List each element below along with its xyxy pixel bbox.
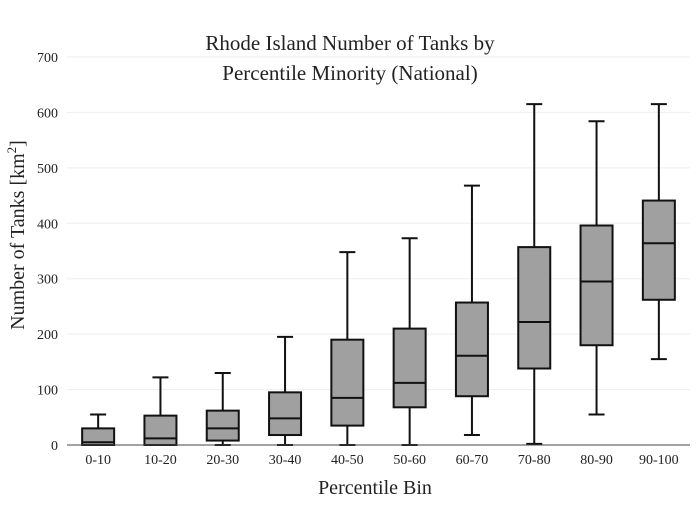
x-axis-title: Percentile Bin [318, 477, 432, 499]
x-tick-label: 20-30 [206, 453, 239, 468]
y-tick-label: 500 [37, 162, 58, 177]
y-axis-title-superscript: 2 [4, 147, 19, 154]
box-plot-item [330, 251, 365, 446]
iqr-box [579, 224, 614, 347]
iqr-box [641, 199, 676, 301]
gridlines [67, 56, 690, 391]
iqr-box [268, 391, 303, 437]
y-axis-title-main: Number of Tanks [km [7, 153, 29, 330]
box-plot-item [205, 371, 240, 446]
x-tick-label: 80-90 [580, 453, 613, 468]
x-tick-label: 30-40 [269, 453, 302, 468]
iqr-box [517, 246, 552, 370]
y-tick-label: 300 [37, 273, 58, 288]
box-plot-item [579, 120, 614, 416]
y-axis-title-end: ] [7, 140, 29, 147]
box-plot-item [454, 184, 489, 437]
chart-title-line-1: Rhode Island Number of Tanks by [205, 31, 495, 55]
y-tick-label: 200 [37, 328, 58, 343]
x-tick-label: 40-50 [331, 453, 364, 468]
chart-title-line-2: Percentile Minority (National) [222, 61, 477, 85]
iqr-box [454, 301, 489, 398]
y-tick-label: 100 [37, 384, 58, 399]
y-tick-label: 400 [37, 217, 58, 232]
iqr-box [392, 327, 427, 409]
y-tick-labels: 0 100 200 300 400 500 600 700 [37, 51, 58, 454]
box-plot-item [392, 237, 427, 446]
y-tick-label: 600 [37, 106, 58, 121]
y-tick-label: 0 [51, 439, 58, 454]
x-tick-label: 90-100 [639, 453, 679, 468]
box-plot-item [81, 413, 116, 446]
x-tick-label: 60-70 [456, 453, 489, 468]
box-plot-item [517, 103, 552, 445]
y-tick-label: 700 [37, 51, 58, 66]
y-axis-title: Number of Tanks [km2] [4, 140, 29, 330]
box-plot-item [641, 103, 676, 361]
box-plot-item [143, 376, 178, 447]
x-tick-label: 50-60 [393, 453, 426, 468]
x-tick-labels: 0-10 10-20 20-30 30-40 40-50 50-60 60-70 70-80 8… [85, 453, 678, 468]
iqr-box [330, 338, 365, 427]
iqr-box [205, 409, 240, 442]
box-plot-item [268, 335, 303, 446]
iqr-box [143, 414, 178, 447]
box-series [81, 103, 676, 447]
x-tick-label: 70-80 [518, 453, 551, 468]
x-tick-label: 10-20 [144, 453, 177, 468]
x-tick-label: 0-10 [85, 453, 111, 468]
